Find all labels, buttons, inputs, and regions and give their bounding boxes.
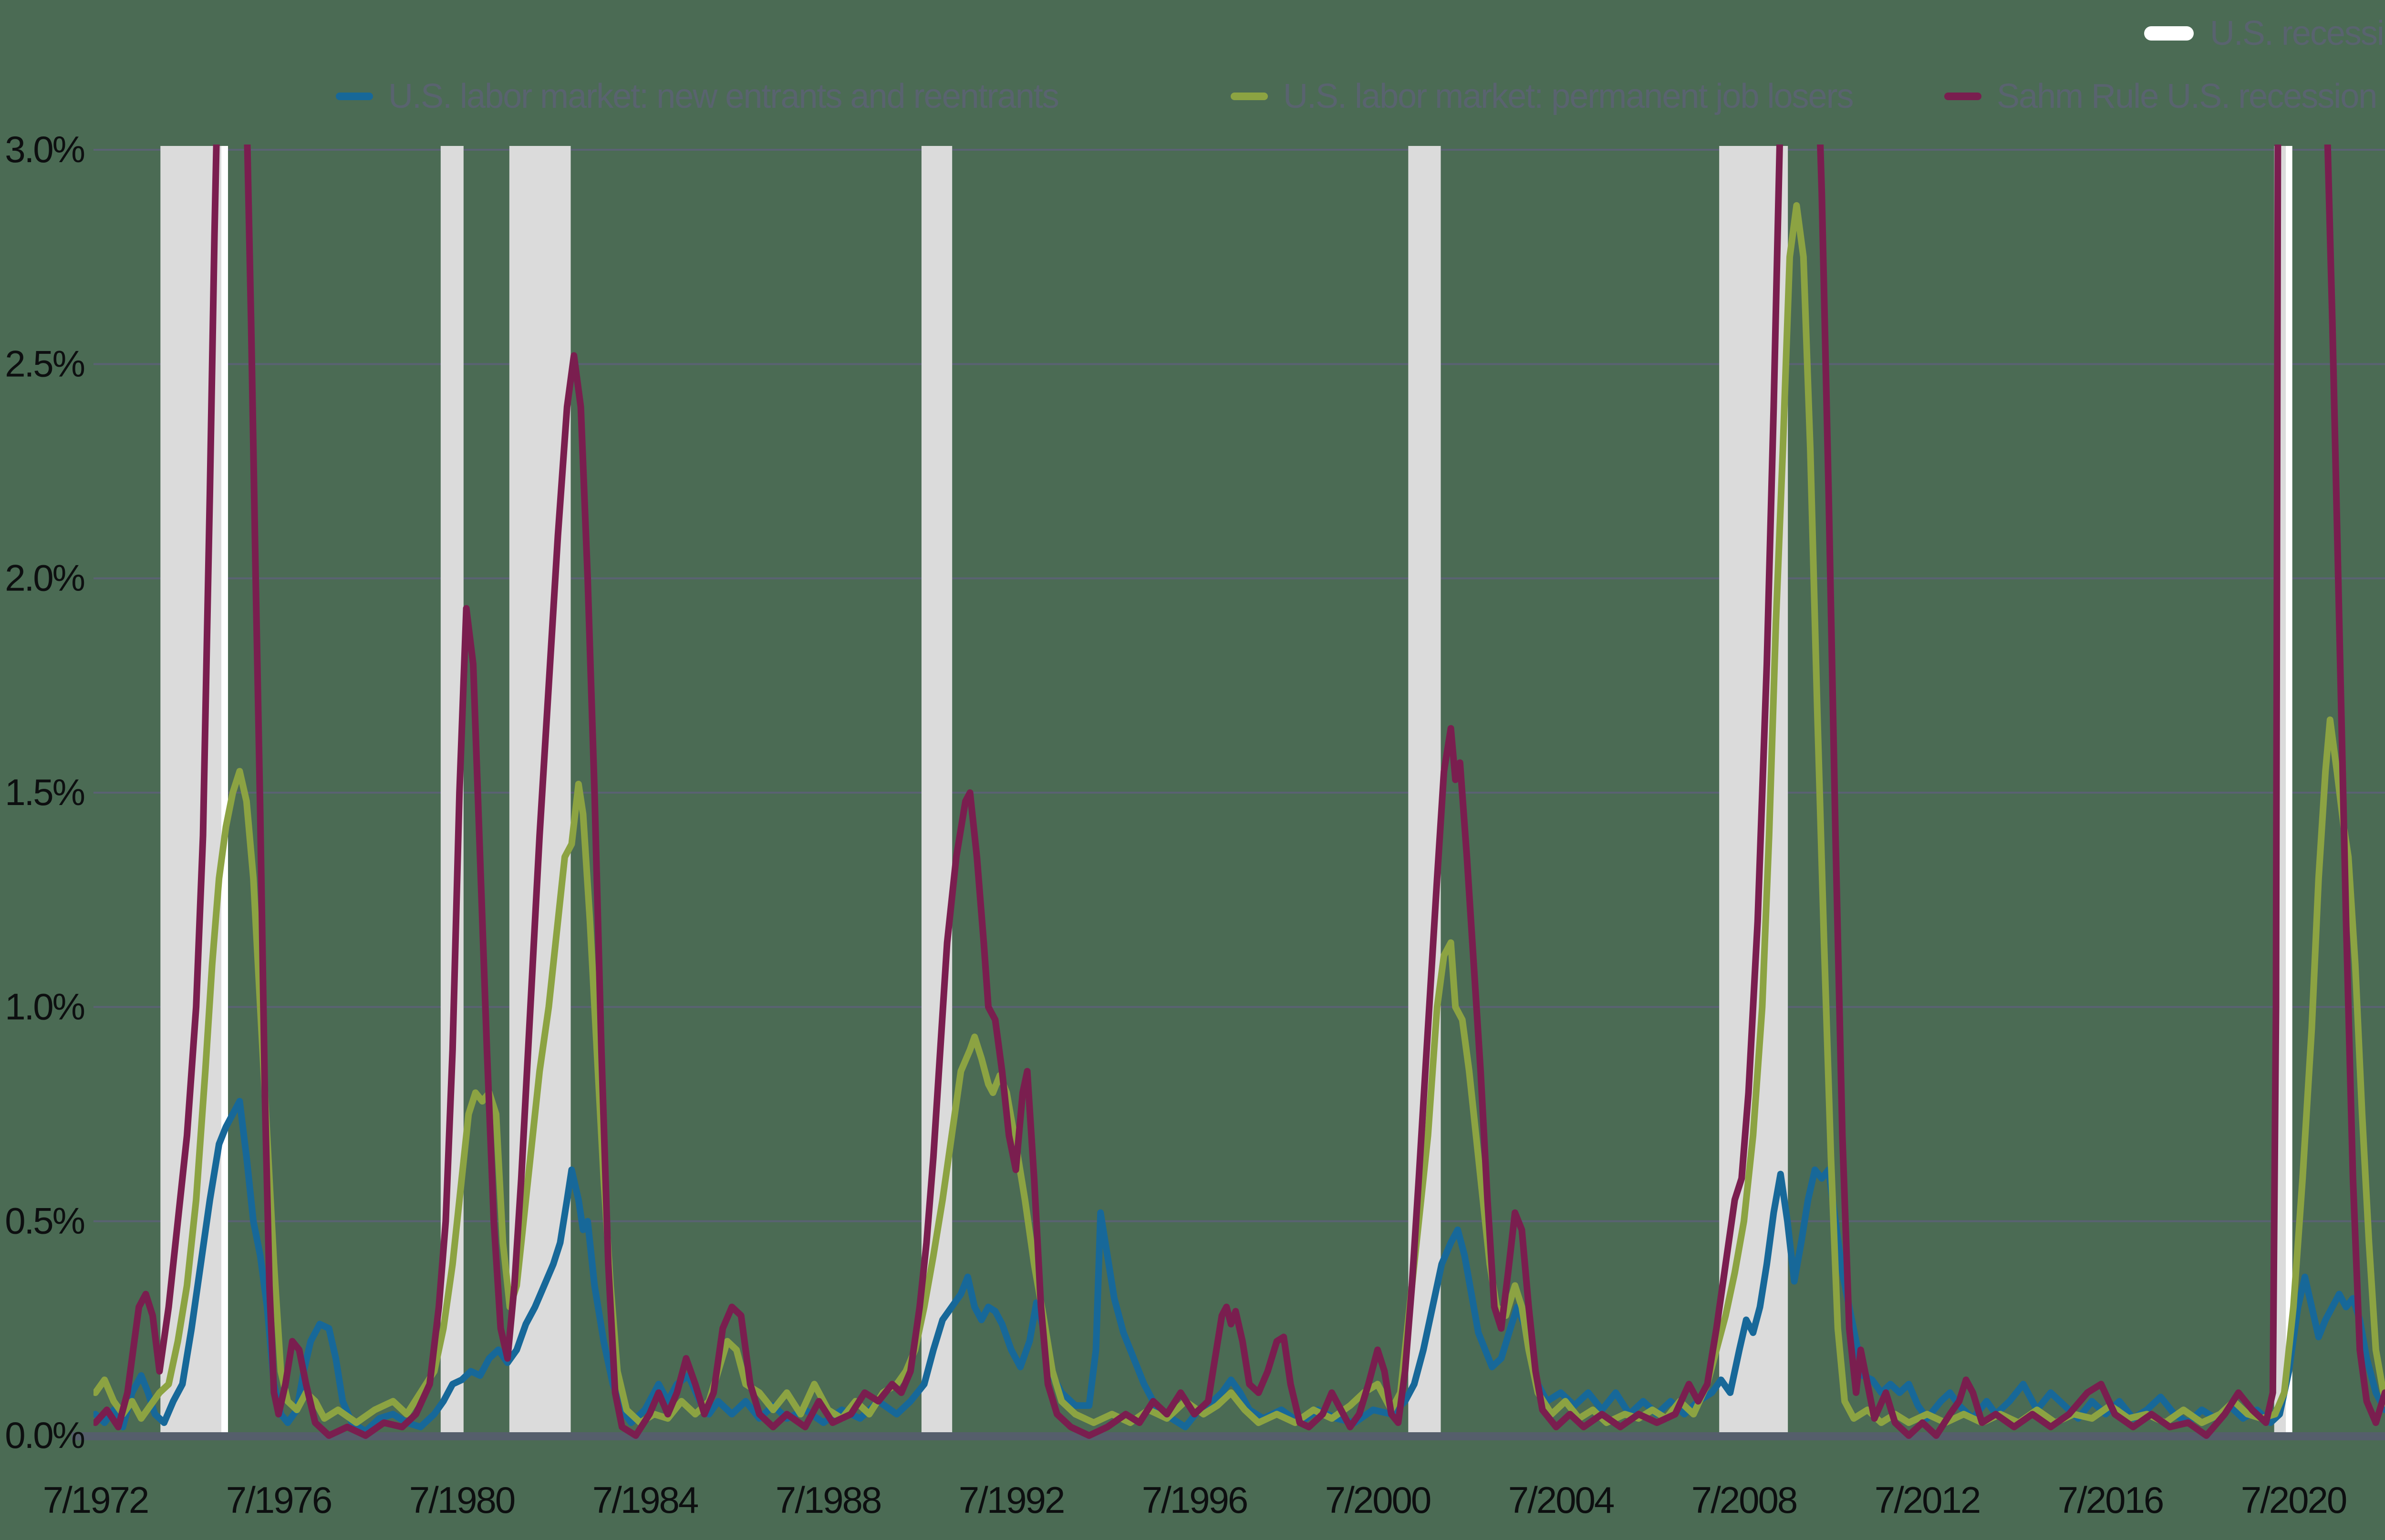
x-tick-label: 7/2016 [2058, 1479, 2163, 1521]
recession-end-marker [2285, 146, 2292, 1438]
x-axis-line [72, 1432, 2385, 1440]
sahm-rule-legend-swatch-icon [1944, 93, 1981, 100]
permanent-job-losers-legend-label: U.S. labor market: permanent job losers [1283, 77, 1854, 115]
x-tick-label: 7/1984 [592, 1479, 698, 1521]
x-tick-label: 7/2008 [1691, 1479, 1797, 1521]
legend-item-new-entrants[interactable]: U.S. labor market: new entrants and reen… [336, 77, 1059, 115]
y-tick-label: 1.0% [5, 985, 84, 1027]
x-tick-label: 7/1996 [1142, 1479, 1247, 1521]
legend-item-permanent-job-losers[interactable]: U.S. labor market: permanent job losers [1231, 77, 1854, 115]
y-tick-label: 3.0% [5, 128, 84, 170]
y-tick-label: 2.5% [5, 342, 84, 384]
y-tick-label: 2.0% [5, 557, 84, 599]
recession-end-marker [221, 146, 228, 1438]
x-tick-label: 7/1980 [409, 1479, 515, 1521]
x-tick-label: 7/1972 [43, 1479, 148, 1521]
new-entrants-legend-swatch-icon [336, 93, 373, 100]
legend-item-recession[interactable]: U.S. recession (NBER) [2144, 16, 2385, 51]
y-tick-label: 0.5% [5, 1200, 84, 1242]
permanent-job-losers-legend-swatch-icon [1231, 93, 1268, 100]
x-tick-label: 7/2020 [2241, 1479, 2346, 1521]
series-line-0 [93, 1098, 2385, 1435]
y-tick-label: 1.5% [5, 771, 84, 813]
series-line-1 [93, 202, 2385, 1426]
y-tick-label: 0.0% [5, 1414, 84, 1456]
new-entrants-legend-label: U.S. labor market: new entrants and reen… [388, 77, 1059, 115]
x-tick-label: 7/1988 [776, 1479, 881, 1521]
x-tick-label: 7/2012 [1875, 1479, 1980, 1521]
legend-item-sahm-rule[interactable]: Sahm Rule U.S. recession indicator [1944, 79, 2385, 114]
x-tick-label: 7/1976 [226, 1479, 332, 1521]
recession-legend-label: U.S. recession (NBER) [2209, 14, 2385, 52]
x-tick-label: 7/1992 [959, 1479, 1064, 1521]
sahm-rule-legend-label: Sahm Rule U.S. recession indicator [1997, 77, 2385, 115]
recession-legend-swatch-icon [2144, 26, 2194, 41]
x-tick-label: 7/2004 [1508, 1479, 1614, 1521]
x-tick-label: 7/2000 [1325, 1479, 1431, 1521]
series-line-2 [93, 145, 2385, 1439]
